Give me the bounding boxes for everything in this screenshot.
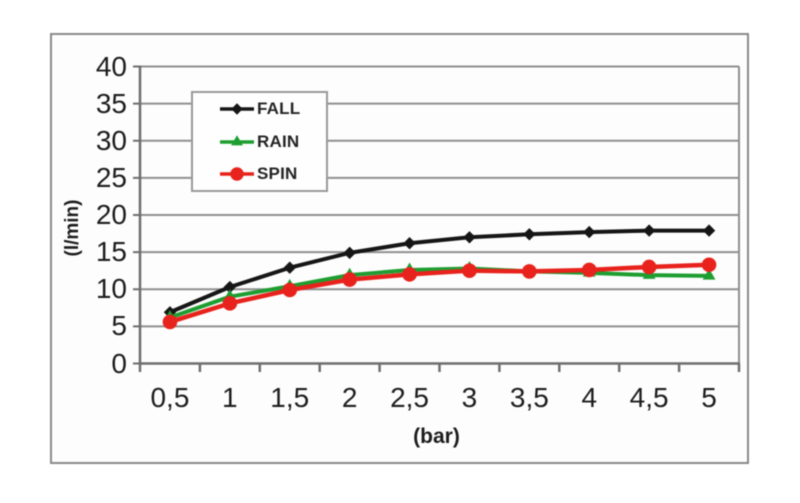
fall-line-diamond-icon <box>220 103 254 115</box>
y-tick-label: 25 <box>95 161 127 193</box>
y-tick-label: 40 <box>95 50 127 82</box>
x-tick-label: 3,5 <box>509 381 549 413</box>
x-axis-title: (bar) <box>413 425 460 448</box>
x-tick-label: 1,5 <box>270 381 310 413</box>
x-tick-label: 0,5 <box>150 381 190 413</box>
x-tick-label: 2,5 <box>390 381 430 413</box>
x-tick-label: 4,5 <box>629 381 669 413</box>
y-tick-label: 0 <box>111 347 127 379</box>
legend-label-fall: FALL <box>257 99 301 118</box>
x-tick-label: 3 <box>461 381 478 413</box>
x-tick-label: 1 <box>222 381 238 413</box>
y-tick-label: 15 <box>95 236 127 268</box>
legend: FALL RAIN SPIN <box>191 91 328 192</box>
y-tick-label: 10 <box>95 273 127 305</box>
y-tick-label: 5 <box>111 310 127 342</box>
y-tick-label: 20 <box>95 199 127 230</box>
spin-line-circle-icon <box>220 167 254 181</box>
legend-label-rain: RAIN <box>257 131 300 151</box>
figure-frame <box>50 33 749 464</box>
legend-item-spin: SPIN <box>219 161 326 187</box>
x-tick-label: 5 <box>701 381 717 413</box>
x-tick-label: 4 <box>581 381 598 413</box>
x-tick-label: 2 <box>341 381 358 413</box>
y-axis-title: (l/min) <box>62 199 83 257</box>
legend-label-spin: SPIN <box>257 164 298 183</box>
legend-item-rain: RAIN <box>219 129 326 155</box>
legend-item-fall: FALL <box>219 96 326 122</box>
y-tick-label: 35 <box>95 87 127 119</box>
y-tick-label: 30 <box>95 124 127 156</box>
rain-line-triangle-icon <box>220 134 254 145</box>
